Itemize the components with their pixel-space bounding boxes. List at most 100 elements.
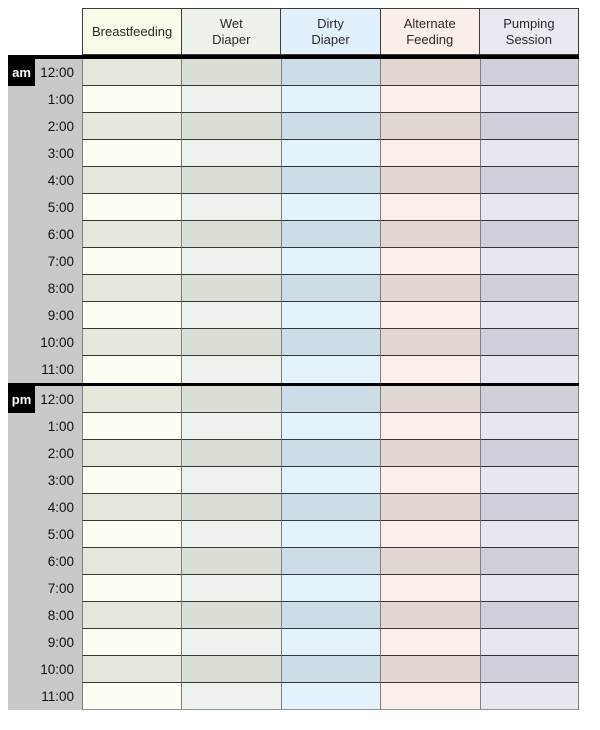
grid-cell: [479, 113, 579, 140]
grid-cell: [82, 275, 182, 302]
column-header-pumping-session: Pumping Session: [478, 9, 579, 54]
grid-cell: [280, 521, 381, 548]
grid-cell: [280, 386, 381, 413]
entry-grid-pm: [82, 386, 579, 710]
grid-cell: [380, 248, 480, 275]
grid-cell: [280, 275, 381, 302]
time-label: 11:00: [41, 362, 74, 377]
grid-cell: [380, 59, 480, 86]
baby-care-log-sheet: Breastfeeding Wet Diaper Dirty Diaper Alterna…: [8, 8, 579, 710]
grid-cell: [82, 494, 182, 521]
grid-cell: [280, 140, 381, 167]
time-label: 8:00: [47, 281, 74, 296]
time-column-am: am 12:00 1:00 2:00 3:00 4:00 5:00 6:00 7:00 8:00 9…: [8, 59, 82, 383]
time-label: 10:00: [40, 335, 74, 350]
grid-cell: [479, 221, 579, 248]
column-header-text: Diaper: [311, 31, 350, 47]
grid-cell: [280, 113, 381, 140]
grid-cell: [380, 440, 480, 467]
grid-cell: [82, 113, 182, 140]
grid-cell: [479, 356, 579, 383]
grid-cell: [380, 113, 480, 140]
grid-cell: [479, 656, 579, 683]
grid-cell: [181, 683, 281, 710]
grid-cell: [82, 86, 182, 113]
grid-cell: [181, 602, 281, 629]
column-header-text: Diaper: [212, 31, 251, 47]
grid-cell: [280, 575, 381, 602]
grid-cell: [181, 386, 281, 413]
grid-cell: [280, 494, 381, 521]
column-header-text: Feeding: [406, 31, 454, 47]
grid-cell: [181, 575, 281, 602]
grid-cell: [82, 302, 182, 329]
grid-cell: [181, 467, 281, 494]
grid-cell: [479, 86, 579, 113]
grid-cell: [181, 548, 281, 575]
grid-cell: [479, 521, 579, 548]
grid-cell: [479, 683, 579, 710]
header-row: Breastfeeding Wet Diaper Dirty Diaper Alterna…: [82, 8, 579, 55]
time-label: 6:00: [47, 554, 74, 569]
grid-cell: [380, 467, 480, 494]
grid-cell: [82, 248, 182, 275]
time-label: 12:00: [40, 65, 74, 80]
grid-cell: [380, 386, 480, 413]
grid-cell: [479, 548, 579, 575]
grid-cell: [181, 356, 281, 383]
time-label: 7:00: [47, 581, 74, 596]
grid-cell: [380, 656, 480, 683]
grid-cell: [82, 467, 182, 494]
grid-cell: [82, 575, 182, 602]
grid-cell: [479, 302, 579, 329]
grid-cell: [479, 602, 579, 629]
column-header-text: Wet: [219, 15, 243, 31]
header-divider: [8, 55, 579, 59]
grid-cell: [82, 59, 182, 86]
time-label: 4:00: [47, 173, 74, 188]
grid-cell: [280, 413, 381, 440]
pm-section: pm 12:00 1:00 2:00 3:00 4:00 5:00 6:00 7:00 8:00 9…: [8, 386, 579, 710]
grid-cell: [380, 86, 480, 113]
time-label: 3:00: [47, 473, 74, 488]
time-label: 9:00: [47, 308, 74, 323]
grid-cell: [479, 386, 579, 413]
grid-cell: [380, 356, 480, 383]
column-header-breastfeeding: Breastfeeding: [83, 9, 182, 54]
am-badge: am: [8, 59, 35, 86]
grid-cell: [380, 275, 480, 302]
grid-cell: [280, 302, 381, 329]
column-header-text: Dirty: [317, 15, 344, 31]
grid-cell: [82, 602, 182, 629]
am-section: am 12:00 1:00 2:00 3:00 4:00 5:00 6:00 7:00 8:00 9…: [8, 59, 579, 383]
grid-cell: [181, 521, 281, 548]
entry-grid-am: [82, 59, 579, 383]
grid-cell: [380, 302, 480, 329]
grid-cell: [280, 548, 381, 575]
grid-cell: [181, 329, 281, 356]
grid-cell: [479, 494, 579, 521]
column-header-text: Session: [505, 31, 553, 47]
time-label: 8:00: [47, 608, 74, 623]
grid-cell: [181, 221, 281, 248]
pm-badge: pm: [8, 386, 35, 413]
grid-cell: [82, 548, 182, 575]
grid-cell: [280, 248, 381, 275]
grid-cell: [82, 629, 182, 656]
grid-cell: [380, 521, 480, 548]
grid-cell: [380, 167, 480, 194]
column-header-dirty-diaper: Dirty Diaper: [280, 9, 380, 54]
column-header-text: Breastfeeding: [91, 23, 173, 39]
grid-cell: [280, 59, 381, 86]
grid-cell: [181, 140, 281, 167]
grid-cell: [280, 629, 381, 656]
grid-cell: [479, 575, 579, 602]
grid-cell: [181, 248, 281, 275]
grid-cell: [181, 413, 281, 440]
grid-cell: [380, 548, 480, 575]
grid-cell: [479, 629, 579, 656]
grid-cell: [380, 329, 480, 356]
grid-cell: [280, 467, 381, 494]
time-label: 1:00: [47, 92, 74, 107]
grid-cell: [82, 656, 182, 683]
